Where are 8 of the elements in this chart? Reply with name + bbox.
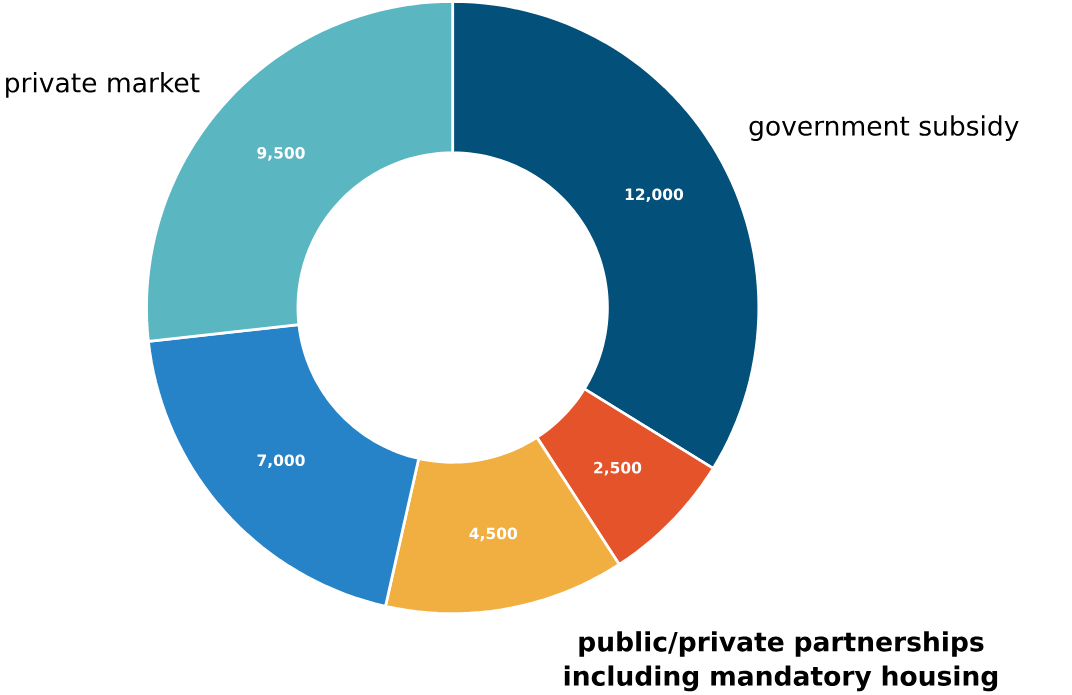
data-label: 2,500 xyxy=(594,461,642,476)
slice-label: private market xyxy=(6,72,200,98)
data-label: 12,000 xyxy=(625,188,684,203)
data-label: 9,500 xyxy=(257,146,305,161)
slice-label: government subsidy xyxy=(749,115,1019,141)
data-label: 4,500 xyxy=(469,527,518,542)
data-label: 7,000 xyxy=(257,454,305,469)
text: public/private partnerships including mandatory housing xyxy=(564,631,998,692)
